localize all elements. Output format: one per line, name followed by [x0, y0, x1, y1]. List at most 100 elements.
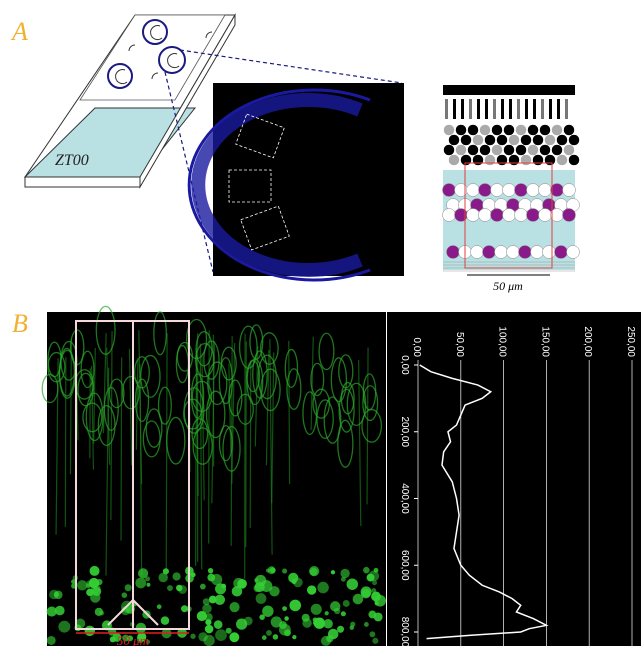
bright-cell: [208, 568, 213, 573]
bright-cell: [372, 638, 378, 644]
nucleus: [461, 155, 472, 166]
bright-cell: [122, 592, 128, 598]
bright-cell: [302, 614, 310, 622]
cell: [515, 209, 528, 222]
bright-cell: [47, 636, 56, 645]
panel-label: B: [12, 309, 28, 338]
nucleus: [509, 135, 520, 146]
bright-cell: [311, 604, 322, 615]
cell: [443, 209, 456, 222]
x-tick-label: 0,00: [411, 338, 422, 358]
cell: [503, 184, 516, 197]
nucleus: [528, 125, 539, 136]
cell: [447, 246, 460, 259]
bright-cell: [214, 620, 223, 629]
bright-cell: [178, 585, 187, 594]
cell: [555, 246, 568, 259]
cell: [455, 184, 468, 197]
nucleus: [473, 155, 484, 166]
rod: [533, 99, 536, 119]
bright-cell: [262, 606, 273, 617]
nucleus: [480, 145, 491, 156]
y-tick-label: 600,00: [399, 550, 410, 581]
bright-cell: [369, 631, 375, 637]
bright-cell: [372, 580, 377, 585]
bright-cell: [262, 635, 267, 640]
rod: [477, 99, 480, 119]
retina-schematic: [443, 85, 580, 271]
bright-cell: [343, 600, 350, 607]
nucleus: [480, 125, 491, 136]
bright-cell: [309, 566, 319, 576]
bright-cell: [190, 634, 195, 639]
bright-cell: [347, 578, 358, 589]
bright-cell: [337, 626, 344, 633]
nucleus: [449, 135, 460, 146]
bright-cell: [229, 632, 239, 642]
bright-cell: [371, 588, 376, 593]
slide-edge: [25, 177, 140, 187]
bright-cell: [363, 567, 370, 574]
rod: [509, 99, 512, 119]
rod: [493, 99, 496, 119]
cell: [483, 246, 496, 259]
bright-cell: [237, 579, 247, 589]
bright-cell: [325, 611, 329, 615]
rod: [485, 99, 488, 119]
nucleus: [456, 145, 467, 156]
nucleus: [569, 155, 580, 166]
bright-cell: [86, 583, 91, 588]
nucleus: [516, 145, 527, 156]
cell: [455, 209, 468, 222]
cell: [491, 209, 504, 222]
nucleus: [456, 125, 467, 136]
rod: [445, 99, 448, 119]
slide-label: ZT00: [55, 152, 89, 169]
rod: [565, 99, 568, 119]
bright-cell: [58, 621, 70, 633]
bright-cell: [317, 582, 329, 594]
cell: [563, 209, 576, 222]
nucleus: [497, 155, 508, 166]
cell: [567, 246, 580, 259]
bright-cell: [289, 600, 301, 612]
scale-label: 50 μm: [117, 633, 149, 646]
bright-cell: [341, 611, 346, 616]
cell: [443, 184, 456, 197]
cell: [479, 209, 492, 222]
x-tick-label: 100,00: [497, 326, 508, 357]
rod: [501, 99, 504, 119]
bright-cell: [205, 625, 214, 634]
rod: [461, 99, 464, 119]
nucleus: [533, 135, 544, 146]
process: [250, 360, 251, 528]
cell: [507, 246, 520, 259]
nucleus: [564, 145, 575, 156]
nucleus: [444, 125, 455, 136]
bright-cell: [167, 585, 173, 591]
nucleus: [449, 155, 460, 166]
bright-cell: [146, 583, 150, 587]
y-tick-label: 800,00: [399, 617, 410, 646]
cell: [527, 184, 540, 197]
figure: A ZT00 50 μm B 50 μm 0,0050,00100,00150,…: [0, 0, 641, 646]
cell: [479, 184, 492, 197]
cell: [543, 246, 556, 259]
nucleus: [540, 145, 551, 156]
bright-cell: [47, 607, 57, 617]
x-tick-label: 50,00: [454, 332, 465, 357]
bright-cell: [90, 592, 100, 602]
bright-cell: [330, 601, 340, 611]
bright-cell: [90, 566, 100, 576]
bright-cell: [273, 634, 278, 639]
bright-cell: [341, 577, 346, 582]
bright-cell: [307, 585, 316, 594]
bright-cell: [364, 622, 369, 627]
y-tick-label: 200,00: [399, 416, 410, 447]
process: [246, 341, 247, 547]
bright-cell: [209, 596, 217, 604]
nucleus: [516, 125, 527, 136]
bright-cell: [260, 580, 272, 592]
bright-cell: [163, 568, 169, 574]
nucleus: [473, 135, 484, 146]
